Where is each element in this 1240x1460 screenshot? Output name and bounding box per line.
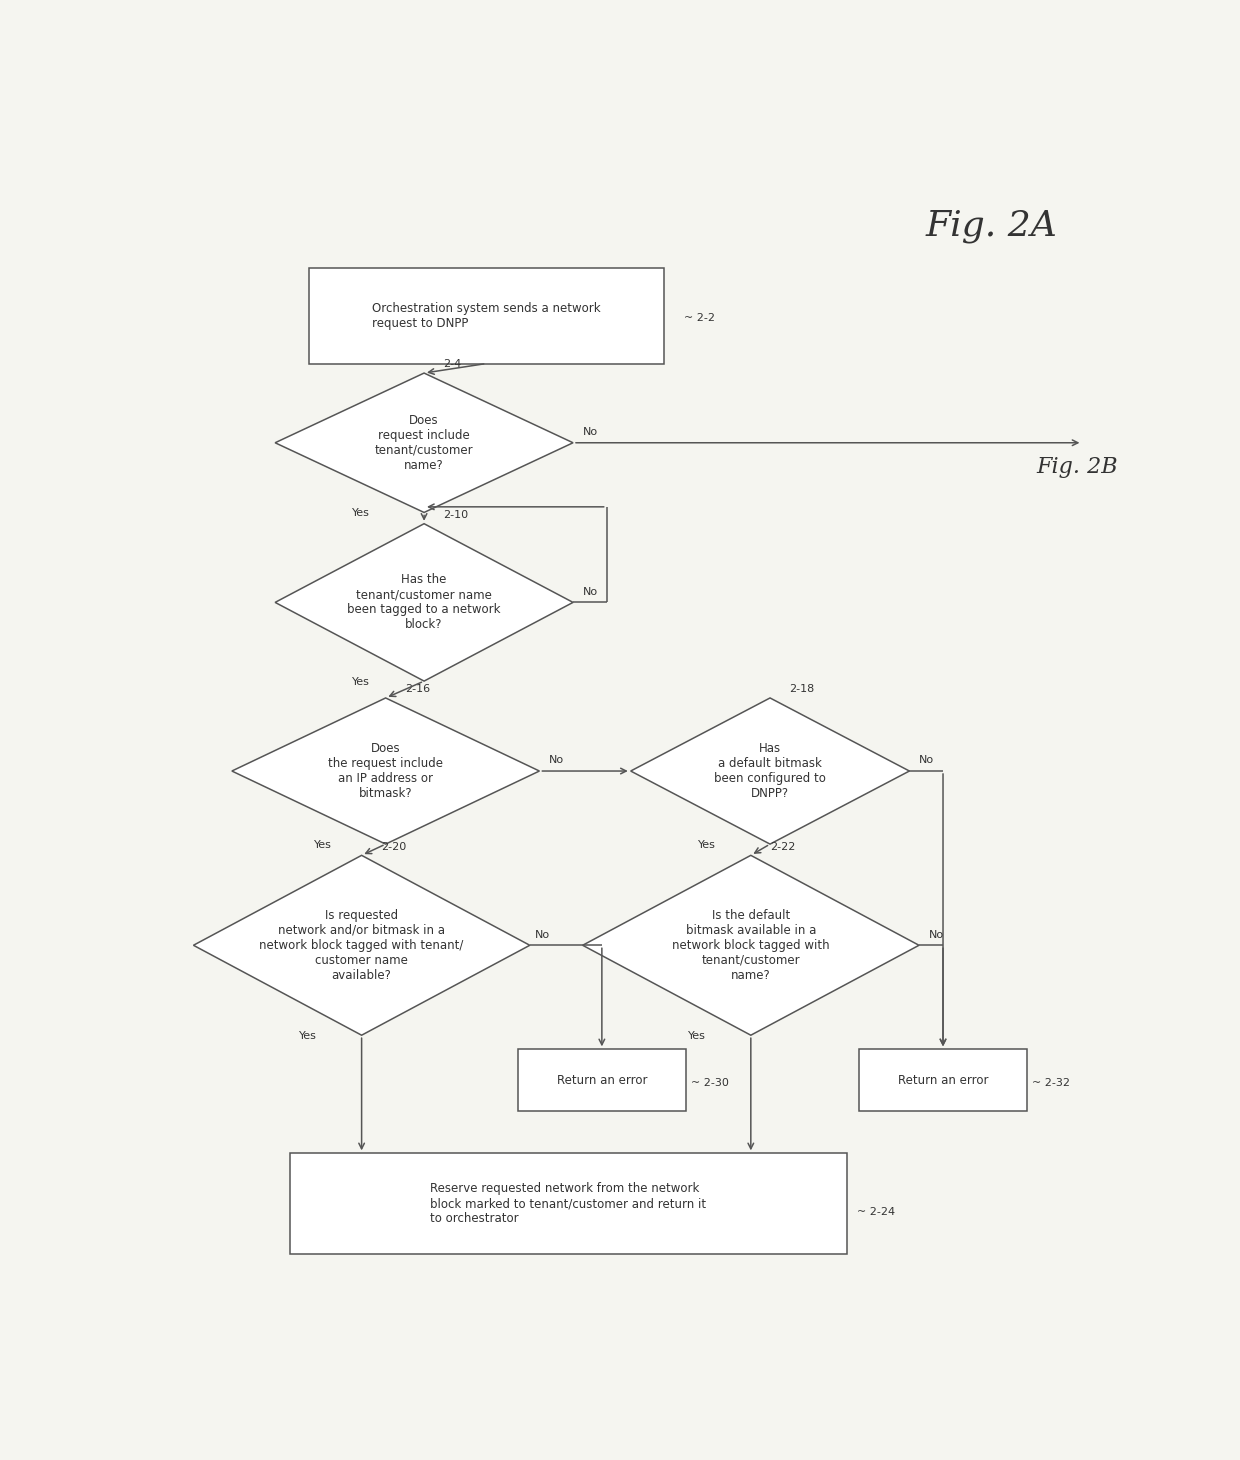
- Text: Return an error: Return an error: [557, 1073, 647, 1086]
- FancyBboxPatch shape: [518, 1050, 686, 1111]
- FancyBboxPatch shape: [309, 269, 665, 364]
- Polygon shape: [193, 856, 529, 1035]
- Text: Is the default
bitmask available in a
network block tagged with
tenant/customer
: Is the default bitmask available in a ne…: [672, 908, 830, 981]
- Text: Yes: Yes: [299, 1031, 317, 1041]
- Text: No: No: [549, 755, 564, 765]
- Polygon shape: [583, 856, 919, 1035]
- Text: No: No: [583, 428, 598, 437]
- Text: No: No: [929, 930, 944, 940]
- Text: 2-20: 2-20: [381, 842, 405, 851]
- FancyBboxPatch shape: [290, 1153, 847, 1254]
- Text: Has
a default bitmask
been configured to
DNPP?: Has a default bitmask been configured to…: [714, 742, 826, 800]
- Polygon shape: [275, 374, 573, 512]
- Text: Has the
tenant/customer name
been tagged to a network
block?: Has the tenant/customer name been tagged…: [347, 574, 501, 631]
- Text: Does
the request include
an IP address or
bitmask?: Does the request include an IP address o…: [329, 742, 443, 800]
- Text: No: No: [534, 930, 549, 940]
- Text: 2-4: 2-4: [444, 359, 461, 369]
- FancyBboxPatch shape: [859, 1050, 1027, 1111]
- Text: Yes: Yes: [688, 1031, 707, 1041]
- Text: 2-18: 2-18: [789, 685, 815, 695]
- Text: Yes: Yes: [314, 839, 331, 850]
- Text: ~ 2-32: ~ 2-32: [1032, 1077, 1070, 1088]
- Text: Reserve requested network from the network
block marked to tenant/customer and r: Reserve requested network from the netwo…: [430, 1183, 707, 1225]
- Text: Yes: Yes: [352, 677, 370, 686]
- Text: ~ 2-2: ~ 2-2: [683, 314, 714, 323]
- Text: Fig. 2B: Fig. 2B: [1037, 457, 1118, 479]
- Polygon shape: [232, 698, 539, 844]
- Text: ~ 2-24: ~ 2-24: [857, 1207, 894, 1218]
- Text: Yes: Yes: [698, 839, 715, 850]
- Text: 2-16: 2-16: [404, 685, 430, 695]
- Polygon shape: [275, 524, 573, 680]
- Text: Return an error: Return an error: [898, 1073, 988, 1086]
- Text: Orchestration system sends a network
request to DNPP: Orchestration system sends a network req…: [372, 302, 601, 330]
- Text: Yes: Yes: [352, 508, 370, 518]
- Text: 2-10: 2-10: [444, 510, 469, 520]
- Text: No: No: [919, 755, 934, 765]
- Text: Is requested
network and/or bitmask in a
network block tagged with tenant/
custo: Is requested network and/or bitmask in a…: [259, 908, 464, 981]
- Text: No: No: [583, 587, 598, 597]
- Text: Does
request include
tenant/customer
name?: Does request include tenant/customer nam…: [374, 413, 474, 472]
- Text: Fig. 2A: Fig. 2A: [925, 209, 1056, 242]
- Text: 2-22: 2-22: [770, 842, 795, 851]
- Text: ~ 2-30: ~ 2-30: [691, 1077, 729, 1088]
- Polygon shape: [631, 698, 909, 844]
